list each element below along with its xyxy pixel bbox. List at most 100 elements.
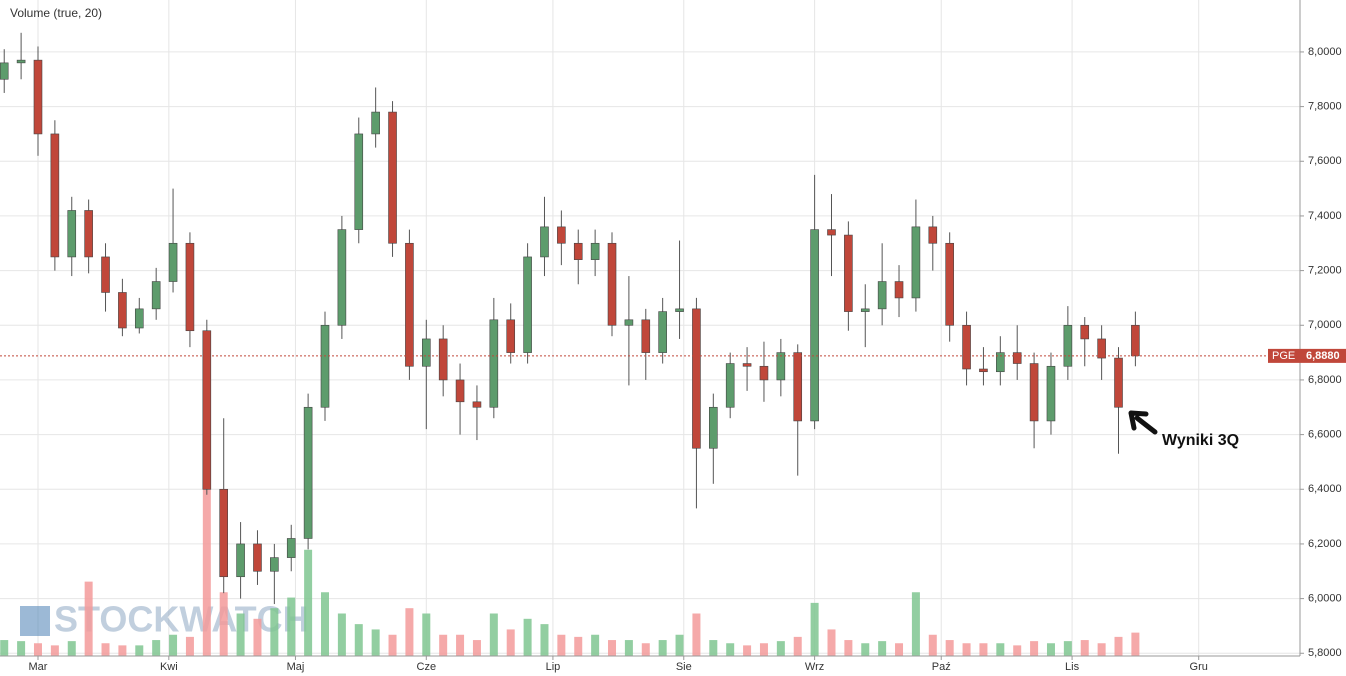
- candle-body: [742, 363, 752, 367]
- candle-body: [877, 281, 887, 310]
- x-tick-label: Lis: [1065, 661, 1080, 673]
- volume-bar: [185, 636, 194, 656]
- volume-bar: [219, 592, 228, 656]
- volume-bar: [236, 613, 245, 656]
- volume-bar: [895, 643, 904, 656]
- candle-body: [894, 281, 904, 299]
- candle-body: [523, 256, 532, 353]
- annotation-arrow: [1128, 410, 1158, 435]
- candle-body: [658, 311, 667, 353]
- candle-body: [793, 352, 803, 422]
- watermark: STOCKWATCH: [54, 599, 309, 640]
- volume-bar: [202, 486, 211, 656]
- candle-body: [709, 406, 718, 449]
- volume-bar: [878, 641, 887, 656]
- candle-body: [1114, 357, 1123, 408]
- annotation: Wyniki 3Q: [1162, 432, 1239, 449]
- candle-body: [1046, 365, 1056, 422]
- y-tick-label: 8,0000: [1308, 46, 1342, 58]
- volume-bar: [1131, 632, 1140, 656]
- candle-body: [405, 242, 414, 367]
- volume-bar: [911, 592, 920, 656]
- candle-body: [540, 226, 549, 258]
- last-price-tag: [1268, 348, 1346, 363]
- volume-bar: [928, 634, 937, 656]
- y-tick-label: 5,8000: [1308, 647, 1342, 659]
- volume-bar: [253, 618, 262, 656]
- y-tick-label: 7,4000: [1308, 210, 1342, 222]
- x-tick-label: Lip: [546, 661, 561, 673]
- x-tick-label: Gru: [1190, 661, 1208, 673]
- grid: [0, 0, 1300, 656]
- volume-bar: [337, 613, 346, 656]
- candle-body: [1063, 324, 1073, 367]
- volume-bar: [371, 629, 380, 656]
- volume-bar: [1080, 640, 1089, 656]
- candle-body: [84, 210, 93, 258]
- candle-body: [236, 543, 245, 578]
- volume-bar: [506, 629, 515, 656]
- volume-bar: [287, 597, 296, 656]
- volume-bar: [591, 634, 600, 656]
- volume-bar: [574, 636, 583, 656]
- volume-bar: [726, 643, 735, 656]
- volume-bar: [1046, 643, 1055, 656]
- y-tick-label: 6,8000: [1308, 374, 1342, 386]
- candle-body: [557, 226, 566, 244]
- volume-bar: [675, 634, 684, 656]
- candle-body: [692, 308, 701, 449]
- x-tick-label: Cze: [417, 661, 437, 673]
- candle-body: [844, 234, 853, 312]
- candle-body: [67, 210, 77, 258]
- candle-body: [776, 352, 786, 381]
- volume-bar: [388, 634, 397, 656]
- candle-body: [185, 242, 195, 332]
- volume-bar: [489, 613, 498, 656]
- candle-body: [1097, 338, 1106, 359]
- volume-bar: [354, 624, 363, 656]
- candle-body: [219, 488, 229, 578]
- candle-body: [928, 226, 938, 244]
- volume-bar: [33, 643, 42, 656]
- candle-body: [860, 308, 870, 312]
- candle-body: [590, 242, 600, 260]
- candle-body: [354, 133, 364, 230]
- candle-body: [1080, 324, 1090, 340]
- y-tick-label: 6,6000: [1308, 429, 1342, 441]
- candle-body: [962, 324, 971, 370]
- volume-bar: [17, 641, 26, 656]
- candle-body: [421, 338, 431, 367]
- chart-title: Volume (true, 20): [10, 6, 102, 20]
- candle-body: [134, 308, 144, 329]
- candle-body: [725, 363, 735, 408]
- volume-bar: [624, 640, 633, 656]
- candle-body: [16, 59, 26, 64]
- x-tick-label: Maj: [287, 661, 305, 673]
- volume-bar: [692, 613, 701, 656]
- volume-bar: [979, 643, 988, 656]
- volume-bar: [456, 634, 465, 656]
- volume-bar: [169, 634, 178, 656]
- y-tick-label: 6,4000: [1308, 483, 1342, 495]
- volume-bar: [405, 608, 414, 656]
- volume-bar: [861, 643, 870, 656]
- y-tick-label: 7,8000: [1308, 101, 1342, 113]
- volume-bar: [709, 640, 718, 656]
- volume-bar: [962, 643, 971, 656]
- candle-body: [286, 538, 296, 558]
- volume-bar: [793, 636, 802, 656]
- candle-body: [438, 338, 448, 381]
- volume-bar: [810, 602, 819, 656]
- volume-bar: [945, 640, 954, 656]
- candle-body: [168, 242, 178, 282]
- volume-bar: [827, 629, 836, 656]
- candle-body: [270, 557, 279, 572]
- candle-body: [388, 111, 397, 244]
- x-tick-label: Mar: [29, 661, 48, 673]
- volume-bar: [608, 640, 617, 656]
- candle-body: [1131, 324, 1140, 357]
- candle-body: [337, 229, 347, 326]
- volume-bar: [321, 592, 329, 656]
- candle-body: [320, 324, 330, 408]
